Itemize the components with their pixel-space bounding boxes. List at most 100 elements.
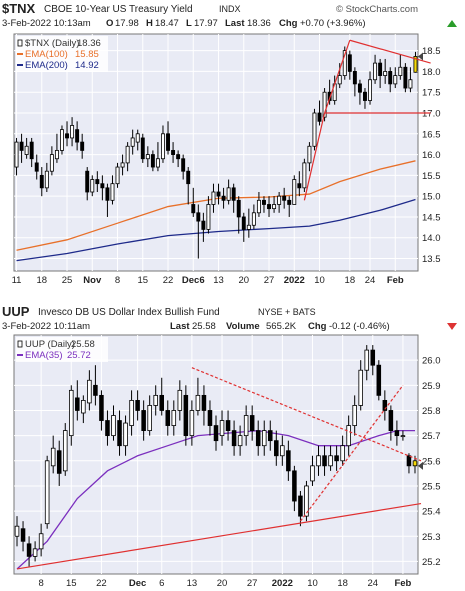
- candle-body: [99, 394, 104, 421]
- candle-body: [206, 204, 211, 230]
- candle-body: [161, 133, 165, 160]
- candle-body: [201, 394, 207, 411]
- candle-body: [406, 455, 412, 467]
- candle-body: [280, 445, 285, 457]
- legend-value: 18.36: [77, 38, 101, 49]
- candle-body: [93, 384, 98, 396]
- x-tick-label: Feb: [387, 275, 404, 286]
- candle-body: [298, 495, 303, 517]
- legend-name: EMA(200): [25, 60, 68, 71]
- trendline: [349, 39, 431, 64]
- candle-body: [304, 485, 309, 517]
- candle-body: [307, 145, 312, 164]
- chart-title: Invesco DB US Dollar Index Bullish Fund: [38, 307, 220, 318]
- candle-body: [282, 195, 287, 201]
- volume-label: Volume: [226, 321, 260, 332]
- chart-symbol: UUP: [2, 304, 30, 319]
- y-tick-label: 18.5: [422, 46, 441, 57]
- x-tick-label: 6: [159, 578, 164, 589]
- candle-body: [100, 183, 105, 189]
- candle-body: [292, 179, 297, 205]
- last-price-marker-icon: [418, 52, 423, 61]
- low-label: L: [186, 18, 192, 29]
- candle-body: [140, 137, 145, 160]
- chg-value: +0.70 (+3.96%): [300, 18, 366, 29]
- candle-body: [292, 470, 297, 502]
- y-tick-label: 17.5: [422, 88, 441, 99]
- y-tick-label: 13.5: [422, 254, 441, 265]
- candle-body: [357, 83, 362, 93]
- candle-body: [87, 379, 92, 404]
- plot-area: [13, 334, 419, 575]
- candle-body: [213, 425, 219, 442]
- candle-body: [115, 166, 120, 185]
- open-value: 17.98: [115, 18, 139, 29]
- candle-body: [237, 435, 243, 447]
- legend-value: 15.85: [75, 49, 99, 60]
- candle-body: [155, 158, 160, 168]
- candle-body: [38, 533, 44, 550]
- candle-body: [376, 364, 382, 396]
- y-tick-label: 25.9: [422, 381, 441, 392]
- candle-body: [256, 199, 261, 214]
- candle-body: [231, 430, 237, 447]
- candle-body: [211, 191, 216, 205]
- change-down-arrow-icon: [447, 323, 457, 330]
- candle-body: [159, 394, 165, 411]
- candle-body: [65, 133, 69, 139]
- candle-body: [130, 137, 135, 147]
- candle-body: [20, 528, 26, 542]
- candle-body: [310, 465, 315, 482]
- x-tick-label: 2022: [272, 578, 293, 589]
- candle-body: [251, 212, 256, 226]
- candle-body: [334, 455, 339, 462]
- candle-body: [388, 410, 394, 432]
- candle-body: [370, 349, 376, 366]
- candle-body: [39, 174, 44, 189]
- x-tick-label: 18: [36, 275, 47, 286]
- candle-body: [75, 129, 80, 143]
- candle-body: [246, 224, 251, 230]
- x-tick-label: 24: [365, 275, 376, 286]
- low-value: 17.97: [194, 18, 218, 29]
- x-tick-label: 8: [38, 578, 43, 589]
- candle-body: [398, 66, 403, 76]
- candle-body: [85, 170, 90, 193]
- candle-body: [50, 447, 56, 467]
- ema100-line: [16, 160, 416, 251]
- candle-body: [166, 133, 170, 151]
- candle-body: [327, 91, 332, 101]
- candle-body: [316, 455, 321, 467]
- candle-body: [186, 170, 191, 185]
- candle-body: [403, 66, 408, 89]
- candle-body: [267, 430, 273, 442]
- candle-body: [135, 400, 140, 411]
- candle-body: [216, 191, 221, 197]
- last-value: 18.36: [247, 18, 271, 29]
- candle-body: [408, 79, 413, 89]
- x-tick-label: 18: [345, 275, 356, 286]
- header-bg: [0, 303, 465, 335]
- chart-exchange: INDX: [219, 4, 241, 14]
- candle-body: [241, 216, 246, 230]
- candle-body: [62, 430, 68, 472]
- x-tick-label: 25: [62, 275, 73, 286]
- y-tick-label: 16.0: [422, 150, 441, 161]
- chart-symbol: $TNX: [2, 1, 36, 16]
- y-tick-label: 25.4: [422, 507, 441, 518]
- x-tick-label: 24: [367, 578, 378, 589]
- chart-exchange: NYSE + BATS: [258, 307, 316, 317]
- candle-body: [373, 62, 378, 81]
- candle-body: [176, 154, 181, 160]
- last-label: Last: [170, 321, 190, 332]
- legend-name: $TNX (Daily): [25, 38, 79, 49]
- y-tick-label: 25.6: [422, 456, 441, 467]
- panel-separator: [0, 295, 465, 303]
- tnx-chart: $TNX CBOE 10-Year US Treasury Yield INDX © …: [0, 0, 465, 286]
- candle-body: [221, 195, 226, 201]
- candle-body: [90, 179, 95, 193]
- candle-body: [150, 154, 155, 168]
- candle-body: [191, 204, 196, 214]
- candle-body: [347, 54, 352, 72]
- candle-body: [26, 543, 32, 557]
